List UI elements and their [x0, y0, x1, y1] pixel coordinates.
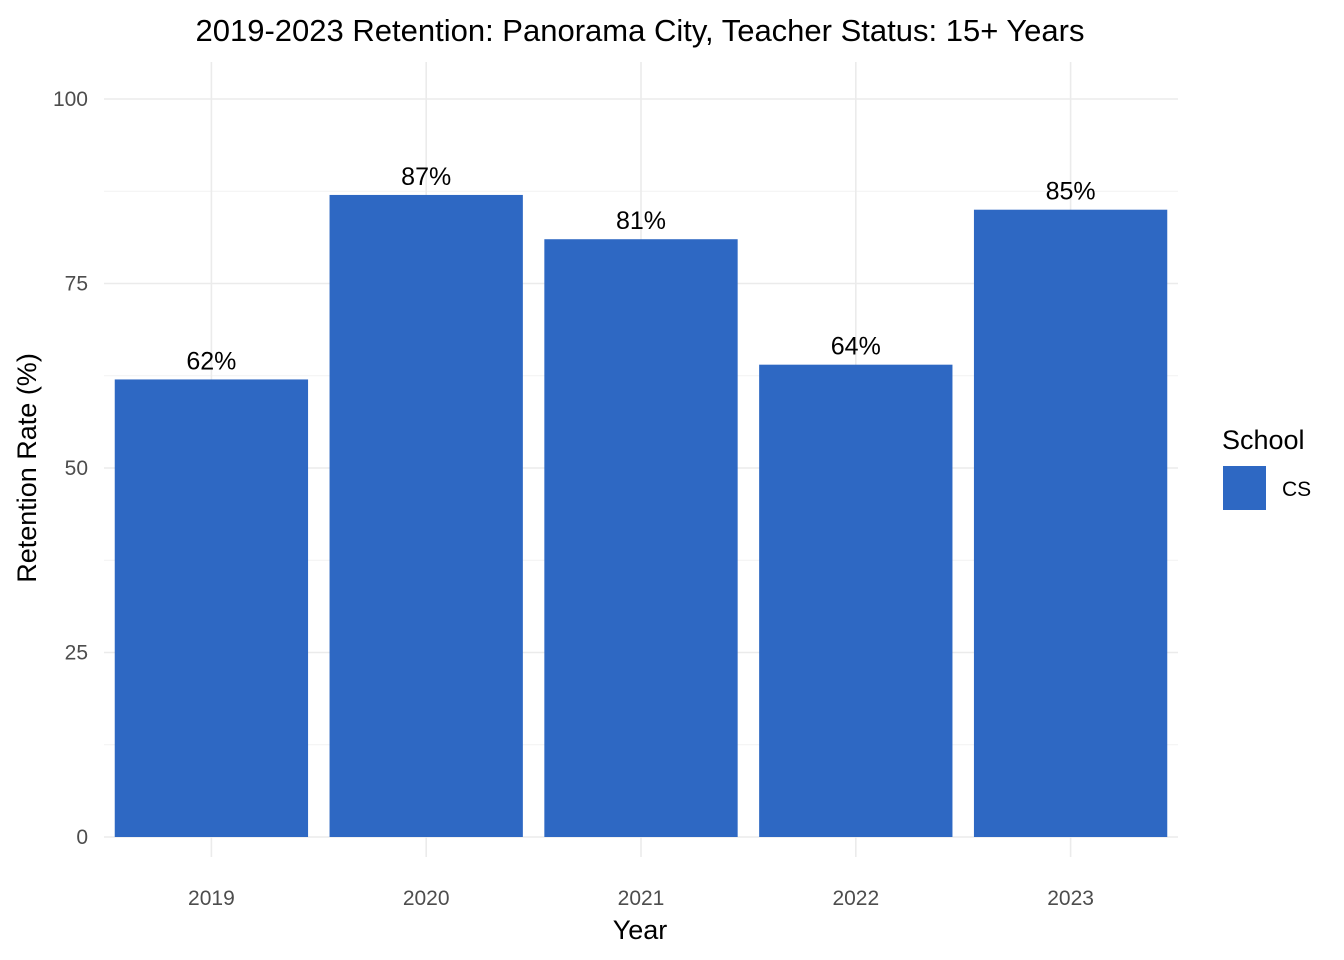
- chart-title: 2019-2023 Retention: Panorama City, Teac…: [196, 13, 1085, 48]
- bar-2022: [759, 364, 953, 837]
- bar-2021: [544, 239, 738, 838]
- data-label-2021: 81%: [616, 207, 666, 235]
- y-tick-label: 50: [65, 457, 88, 480]
- legend-swatch-cs: [1223, 466, 1266, 510]
- y-tick-label: 100: [53, 88, 88, 111]
- data-labels: 62% 87% 81% 64% 85%: [186, 163, 1095, 376]
- data-label-2022: 64%: [831, 333, 881, 361]
- axes: 0 25 50 75 100 2019 2020 2021 2022 2023: [53, 88, 1094, 910]
- legend-title: School: [1222, 425, 1305, 455]
- x-tick-label: 2019: [188, 887, 235, 910]
- data-label-2019: 62%: [186, 347, 236, 375]
- x-axis-title: Year: [613, 915, 668, 945]
- x-tick-label: 2022: [832, 887, 879, 910]
- y-axis-title: Retention Rate (%): [12, 353, 42, 583]
- x-tick-label: 2021: [618, 887, 665, 910]
- legend-label-cs: CS: [1282, 478, 1311, 501]
- bar-2019: [114, 379, 309, 837]
- bars: [114, 194, 1168, 838]
- data-label-2020: 87%: [401, 163, 451, 191]
- y-tick-label: 75: [65, 273, 88, 296]
- y-tick-label: 25: [65, 642, 88, 665]
- x-tick-label: 2023: [1047, 887, 1094, 910]
- bar-2023: [973, 209, 1168, 837]
- legend: School CS: [1222, 425, 1311, 510]
- y-tick-label: 0: [76, 826, 88, 849]
- data-label-2023: 85%: [1046, 178, 1096, 206]
- x-tick-label: 2020: [403, 887, 450, 910]
- bar-2020: [329, 194, 523, 837]
